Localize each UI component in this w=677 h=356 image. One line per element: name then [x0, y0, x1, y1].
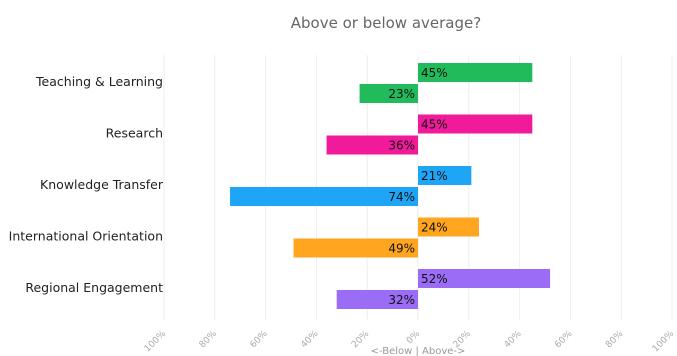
data-label: 24%: [421, 221, 448, 235]
category-label: Teaching & Learning: [35, 74, 163, 89]
data-label: 74%: [388, 190, 415, 204]
category-labels: Teaching & Learning Research Knowledge Tra…: [9, 74, 164, 295]
chart-title: Above or below average?: [291, 14, 481, 32]
x-tick-label: 40%: [299, 329, 321, 351]
category-label: International Orientation: [9, 229, 163, 244]
x-tick-label: 60%: [248, 329, 270, 351]
x-tick-label: 80%: [198, 329, 220, 351]
data-label: 52%: [421, 272, 448, 286]
bar: [418, 63, 533, 82]
x-tick-label: 20%: [350, 329, 372, 351]
x-tick-label: 100%: [143, 329, 169, 355]
bar: [230, 187, 418, 206]
bar: [359, 84, 418, 103]
x-tick-label: 60%: [553, 329, 575, 351]
data-label: 21%: [421, 169, 448, 183]
category-label: Research: [106, 126, 163, 141]
x-tick-label: 100%: [651, 329, 677, 355]
bar: [336, 290, 418, 309]
data-label: 36%: [388, 139, 415, 153]
data-label: 49%: [388, 242, 415, 256]
bar: [418, 114, 533, 134]
bar: [418, 217, 479, 237]
data-label: 23%: [388, 87, 415, 101]
data-label: 32%: [388, 293, 415, 307]
x-axis-label: <-Below | Above->: [371, 346, 466, 356]
x-tick-label: 40%: [502, 329, 524, 351]
bars: 45% 23% 45% 36% 21% 74% 24% 49% 52% 32%: [230, 63, 551, 309]
bar: [326, 135, 418, 155]
category-label: Regional Engagement: [25, 280, 163, 295]
x-tick-label: 80%: [604, 329, 626, 351]
bar: [418, 269, 551, 288]
x-tick-label: 0%: [405, 329, 422, 346]
category-label: Knowledge Transfer: [40, 177, 164, 192]
data-label: 45%: [421, 118, 448, 132]
bar: [293, 238, 418, 258]
data-label: 45%: [421, 66, 448, 80]
bar: [418, 166, 472, 185]
